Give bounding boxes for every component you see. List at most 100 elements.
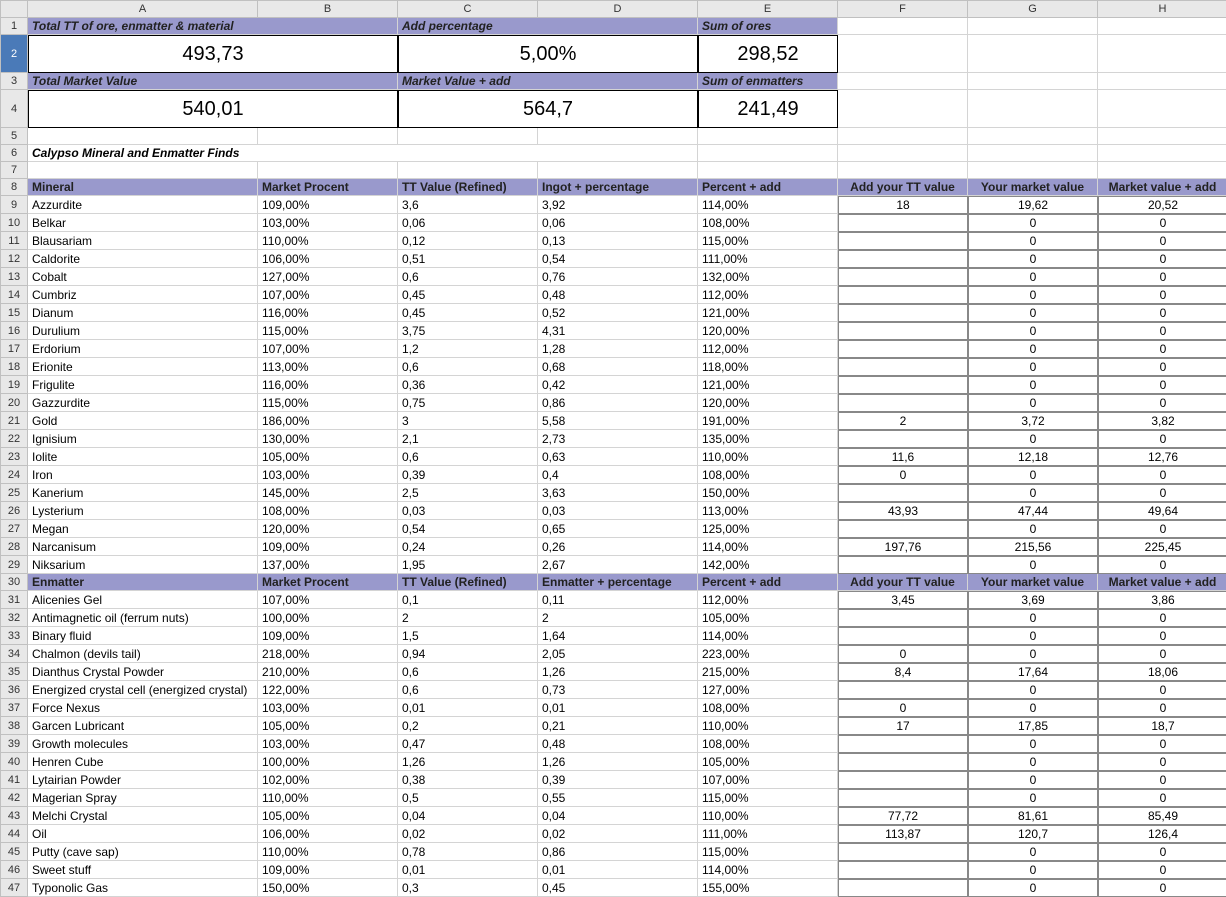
row-header[interactable]: 6: [0, 145, 28, 162]
cell-mv-add[interactable]: 0: [1098, 771, 1226, 789]
cell-pct-add[interactable]: 223,00%: [698, 645, 838, 663]
cell-mv-add[interactable]: 0: [1098, 861, 1226, 879]
cell-mv-add[interactable]: 0: [1098, 484, 1226, 502]
cell-your-mv[interactable]: 19,62: [968, 196, 1098, 214]
cell-your-mv[interactable]: 0: [968, 484, 1098, 502]
cell-your-mv[interactable]: 0: [968, 861, 1098, 879]
cell-market-pct[interactable]: 122,00%: [258, 681, 398, 699]
cell-name[interactable]: Niksarium: [28, 556, 258, 574]
cell-name[interactable]: Cumbriz: [28, 286, 258, 304]
row-header[interactable]: 30: [0, 574, 28, 591]
row-header[interactable]: 19: [0, 376, 28, 394]
corner-select-all[interactable]: [0, 0, 28, 18]
empty-cell[interactable]: [968, 162, 1098, 179]
cell-add-tt[interactable]: [838, 232, 968, 250]
cell-add-tt[interactable]: [838, 322, 968, 340]
cell-add-tt[interactable]: 8,4: [838, 663, 968, 681]
cell-mv-add[interactable]: 0: [1098, 645, 1226, 663]
cell-name[interactable]: Gold: [28, 412, 258, 430]
row-header[interactable]: 37: [0, 699, 28, 717]
cell-name[interactable]: Frigulite: [28, 376, 258, 394]
cell-your-mv[interactable]: 0: [968, 753, 1098, 771]
cell-mv-add[interactable]: 0: [1098, 753, 1226, 771]
cell-name[interactable]: Azzurdite: [28, 196, 258, 214]
empty-cell[interactable]: [838, 35, 968, 73]
row-header[interactable]: 35: [0, 663, 28, 681]
col-header-f[interactable]: F: [838, 0, 968, 18]
empty-cell[interactable]: [968, 90, 1098, 128]
val-sum-ores[interactable]: 298,52: [698, 35, 838, 73]
cell-market-pct[interactable]: 105,00%: [258, 717, 398, 735]
cell-market-pct[interactable]: 107,00%: [258, 591, 398, 609]
cell-pct-add[interactable]: 111,00%: [698, 250, 838, 268]
cell-pct-add[interactable]: 114,00%: [698, 627, 838, 645]
cell-your-mv[interactable]: 0: [968, 232, 1098, 250]
cell-add-tt[interactable]: 0: [838, 699, 968, 717]
row-header[interactable]: 11: [0, 232, 28, 250]
cell-mv-add[interactable]: 0: [1098, 627, 1226, 645]
empty-cell[interactable]: [838, 73, 968, 90]
col-header-a[interactable]: A: [28, 0, 258, 18]
empty-cell[interactable]: [258, 162, 398, 179]
cell-market-pct[interactable]: 108,00%: [258, 502, 398, 520]
row-header[interactable]: 9: [0, 196, 28, 214]
cell-pct-add[interactable]: 108,00%: [698, 735, 838, 753]
cell-ingot-pct[interactable]: 2,67: [538, 556, 698, 574]
cell-pct-add[interactable]: 114,00%: [698, 538, 838, 556]
row-header[interactable]: 25: [0, 484, 28, 502]
cell-tt-value[interactable]: 0,75: [398, 394, 538, 412]
row-header[interactable]: 26: [0, 502, 28, 520]
row-header[interactable]: 41: [0, 771, 28, 789]
row-header[interactable]: 21: [0, 412, 28, 430]
cell-your-mv[interactable]: 0: [968, 699, 1098, 717]
cell-name[interactable]: Energized crystal cell (energized crysta…: [28, 681, 258, 699]
cell-name[interactable]: Megan: [28, 520, 258, 538]
cell-your-mv[interactable]: 12,18: [968, 448, 1098, 466]
empty-cell[interactable]: [968, 128, 1098, 145]
cell-ingot-pct[interactable]: 0,86: [538, 843, 698, 861]
cell-name[interactable]: Putty (cave sap): [28, 843, 258, 861]
cell-tt-value[interactable]: 2,5: [398, 484, 538, 502]
empty-cell[interactable]: [1098, 162, 1226, 179]
cell-name[interactable]: Growth molecules: [28, 735, 258, 753]
col-header-b[interactable]: B: [258, 0, 398, 18]
cell-pct-add[interactable]: 132,00%: [698, 268, 838, 286]
cell-name[interactable]: Erionite: [28, 358, 258, 376]
cell-pct-add[interactable]: 121,00%: [698, 376, 838, 394]
empty-cell[interactable]: [1098, 90, 1226, 128]
cell-name[interactable]: Durulium: [28, 322, 258, 340]
cell-name[interactable]: Blausariam: [28, 232, 258, 250]
cell-market-pct[interactable]: 110,00%: [258, 789, 398, 807]
cell-mv-add[interactable]: 0: [1098, 376, 1226, 394]
cell-tt-value[interactable]: 0,2: [398, 717, 538, 735]
cell-add-tt[interactable]: 0: [838, 645, 968, 663]
row-header[interactable]: 23: [0, 448, 28, 466]
empty-cell[interactable]: [838, 162, 968, 179]
cell-tt-value[interactable]: 0,36: [398, 376, 538, 394]
empty-cell[interactable]: [838, 145, 968, 162]
row-header[interactable]: 39: [0, 735, 28, 753]
cell-tt-value[interactable]: 0,45: [398, 286, 538, 304]
row-header[interactable]: 13: [0, 268, 28, 286]
cell-pct-add[interactable]: 108,00%: [698, 699, 838, 717]
cell-mv-add[interactable]: 126,4: [1098, 825, 1226, 843]
cell-tt-value[interactable]: 0,04: [398, 807, 538, 825]
cell-your-mv[interactable]: 0: [968, 250, 1098, 268]
cell-add-tt[interactable]: 17: [838, 717, 968, 735]
cell-market-pct[interactable]: 186,00%: [258, 412, 398, 430]
cell-your-mv[interactable]: 0: [968, 394, 1098, 412]
cell-add-tt[interactable]: [838, 753, 968, 771]
cell-name[interactable]: Henren Cube: [28, 753, 258, 771]
cell-tt-value[interactable]: 3: [398, 412, 538, 430]
row-header[interactable]: 42: [0, 789, 28, 807]
cell-add-tt[interactable]: [838, 771, 968, 789]
cell-pct-add[interactable]: 135,00%: [698, 430, 838, 448]
cell-name[interactable]: Dianthus Crystal Powder: [28, 663, 258, 681]
cell-your-mv[interactable]: 0: [968, 735, 1098, 753]
cell-your-mv[interactable]: 3,72: [968, 412, 1098, 430]
cell-your-mv[interactable]: 0: [968, 645, 1098, 663]
cell-mv-add[interactable]: 3,86: [1098, 591, 1226, 609]
cell-your-mv[interactable]: 0: [968, 268, 1098, 286]
cell-your-mv[interactable]: 81,61: [968, 807, 1098, 825]
cell-ingot-pct[interactable]: 0,42: [538, 376, 698, 394]
